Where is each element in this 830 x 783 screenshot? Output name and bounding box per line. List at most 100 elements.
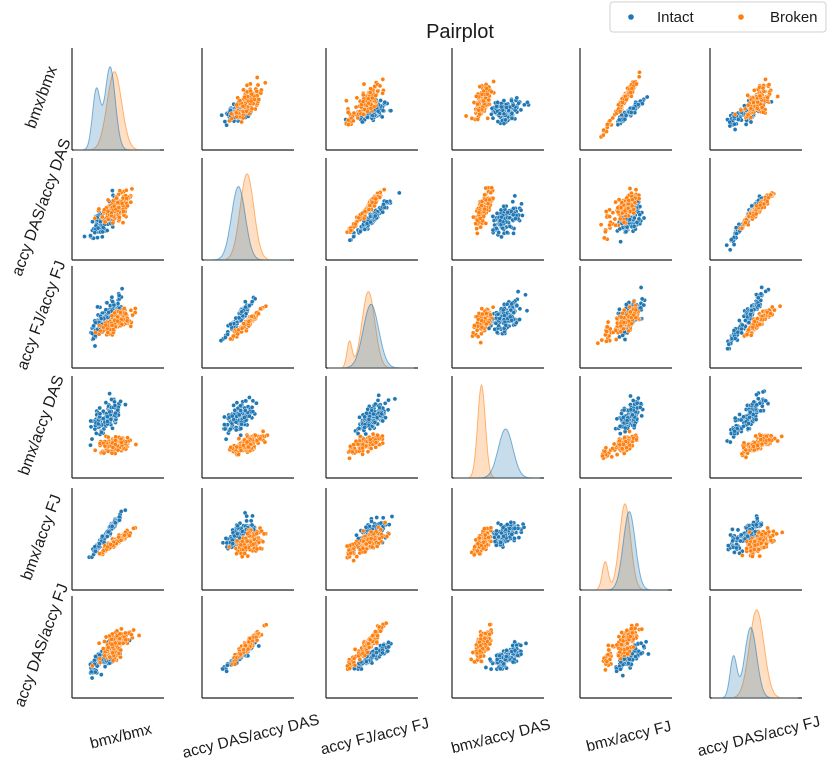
point-intact: [724, 242, 730, 248]
point-broken: [111, 203, 117, 209]
point-broken: [472, 323, 477, 328]
point-intact: [375, 108, 381, 114]
point-intact: [492, 326, 498, 332]
point-intact: [614, 416, 620, 422]
panel-4-4: [451, 376, 544, 479]
point-broken: [463, 113, 469, 119]
point-intact: [88, 418, 93, 424]
point-intact: [624, 418, 630, 423]
point-intact: [504, 105, 509, 110]
point-broken: [367, 203, 373, 208]
point-broken: [739, 226, 745, 231]
point-broken: [772, 307, 777, 313]
point-intact: [510, 102, 516, 108]
point-broken: [760, 110, 766, 115]
point-broken: [605, 324, 610, 330]
point-broken: [630, 197, 635, 202]
point-intact: [386, 397, 391, 403]
point-broken: [109, 322, 115, 328]
point-intact: [638, 285, 644, 290]
point-intact: [628, 393, 633, 399]
point-intact: [357, 229, 363, 234]
point-intact: [497, 316, 503, 321]
point-broken: [123, 311, 129, 317]
point-broken: [348, 228, 354, 233]
point-intact: [498, 207, 504, 213]
point-intact: [516, 100, 522, 106]
point-broken: [745, 102, 751, 108]
point-broken: [98, 328, 103, 334]
point-broken: [604, 329, 609, 334]
point-intact: [748, 119, 754, 125]
point-broken: [777, 303, 783, 309]
point-intact: [95, 421, 101, 427]
point-broken: [237, 98, 243, 103]
point-intact: [107, 391, 112, 396]
point-broken: [110, 220, 116, 226]
point-broken: [751, 100, 756, 105]
point-intact: [362, 227, 368, 232]
panel-1-3: [325, 48, 418, 151]
point-broken: [477, 84, 483, 89]
point-broken: [365, 449, 371, 455]
point-broken: [365, 96, 371, 101]
point-broken: [476, 107, 481, 113]
point-intact: [94, 431, 99, 436]
point-broken: [478, 340, 484, 345]
point-intact: [524, 308, 530, 314]
point-intact: [631, 223, 637, 229]
point-intact: [368, 219, 373, 225]
point-broken: [114, 195, 119, 201]
point-broken: [345, 117, 351, 123]
point-broken: [488, 190, 494, 195]
point-broken: [636, 196, 642, 201]
point-broken: [765, 95, 770, 100]
point-broken: [754, 106, 760, 111]
point-intact: [92, 343, 98, 349]
point-broken: [475, 102, 480, 107]
point-broken: [92, 447, 98, 453]
point-broken: [353, 221, 358, 227]
point-intact: [749, 307, 754, 313]
point-broken: [599, 337, 605, 343]
point-broken: [377, 83, 383, 89]
point-broken: [475, 117, 481, 122]
point-broken: [488, 312, 493, 318]
point-intact: [222, 422, 227, 427]
point-intact: [107, 409, 113, 415]
point-broken: [102, 443, 108, 449]
point-intact: [362, 425, 367, 430]
point-broken: [362, 209, 368, 214]
point-intact: [95, 225, 101, 231]
point-intact: [618, 431, 623, 436]
panel-3-5: [579, 266, 672, 369]
point-broken: [101, 450, 107, 456]
point-intact: [379, 411, 384, 417]
point-broken: [257, 436, 263, 442]
point-broken: [480, 311, 485, 317]
point-broken: [240, 115, 246, 121]
point-broken: [241, 321, 246, 326]
point-broken: [115, 314, 120, 320]
point-intact: [494, 104, 499, 109]
point-intact: [636, 395, 641, 401]
point-broken: [369, 95, 375, 101]
point-intact: [116, 293, 122, 298]
point-broken: [235, 331, 241, 337]
point-intact: [632, 215, 637, 221]
point-broken: [248, 98, 254, 104]
point-intact: [82, 234, 87, 239]
point-intact: [359, 119, 365, 125]
point-broken: [373, 93, 379, 98]
chart-title: Pairplot: [426, 21, 494, 43]
point-broken: [254, 75, 260, 80]
point-broken: [367, 90, 373, 95]
point-broken: [617, 109, 623, 114]
point-broken: [757, 93, 763, 99]
point-intact: [88, 424, 94, 430]
point-broken: [621, 326, 626, 332]
point-intact: [370, 411, 376, 417]
point-broken: [757, 202, 763, 208]
point-broken: [119, 322, 125, 327]
point-broken: [115, 200, 121, 205]
